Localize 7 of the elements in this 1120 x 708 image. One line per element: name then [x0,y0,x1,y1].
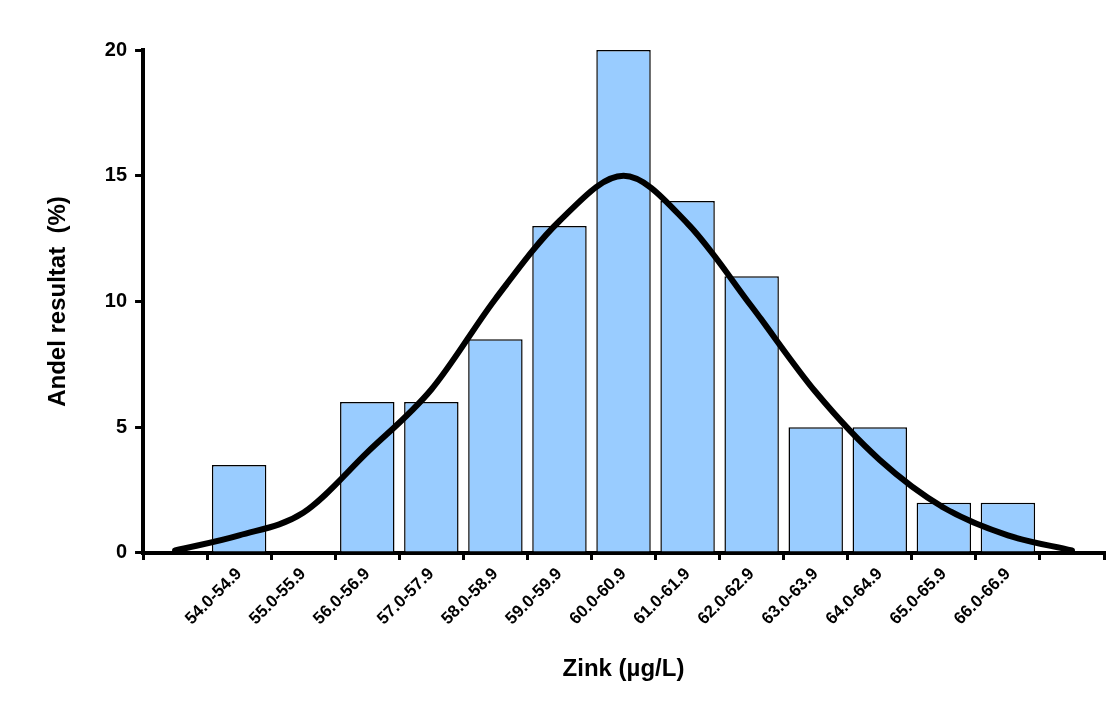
y-axis-title: Andel resultat (%) [43,196,71,407]
y-tick-label: 5 [115,414,128,437]
x-axis-title: Zink (µg/L) [562,654,685,682]
y-tick-label: 15 [104,163,128,186]
y-tick-label: 20 [104,37,128,60]
y-tick-label: 10 [104,289,128,312]
y-tick-label: 0 [115,540,128,563]
